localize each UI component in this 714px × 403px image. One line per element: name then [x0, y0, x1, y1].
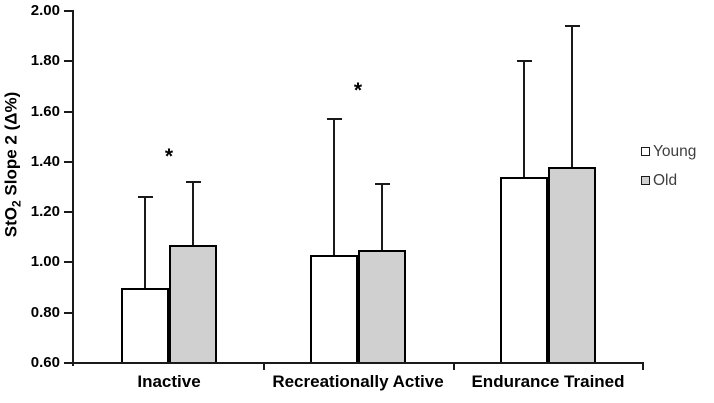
x-category-label-inactive: Inactive — [137, 372, 201, 391]
error-bar-young-recreationally-active — [333, 119, 335, 255]
x-axis-line — [72, 362, 644, 364]
legend-item-old: Old — [641, 171, 696, 190]
x-category-label-recreationally-active: Recreationally Active — [272, 372, 444, 391]
error-bar-old-endurance-trained — [571, 26, 573, 167]
legend-label-old: Old — [653, 171, 678, 189]
error-bar-old-recreationally-active — [381, 184, 383, 250]
x-axis-tick — [263, 364, 265, 370]
error-bar-cap-old-recreationally-active — [374, 183, 390, 186]
y-axis-tick — [64, 311, 73, 314]
bar-young-recreationally-active — [310, 254, 358, 364]
error-bar-cap-young-recreationally-active — [326, 118, 342, 121]
x-category-label-endurance-trained: Endurance Trained — [471, 372, 625, 391]
legend-item-young: Young — [641, 142, 696, 161]
y-tick-label: 1.40 — [30, 152, 60, 170]
legend-marker-old-icon — [641, 176, 650, 185]
y-axis-tick — [64, 261, 73, 264]
bar-young-inactive — [121, 287, 169, 364]
x-axis-tick — [453, 364, 455, 370]
y-axis-tick — [64, 110, 73, 113]
y-tick-label: 0.60 — [30, 354, 60, 371]
y-tick-label: 1.80 — [30, 52, 60, 70]
y-tick-label: 1.60 — [30, 102, 60, 120]
error-bar-cap-old-endurance-trained — [564, 25, 580, 28]
y-tick-label: 2.00 — [30, 2, 60, 19]
error-bar-cap-young-endurance-trained — [516, 60, 532, 63]
y-tick-label: 1.20 — [30, 203, 60, 221]
error-bar-cap-old-inactive — [185, 180, 201, 183]
y-axis-tick — [64, 362, 73, 364]
y-axis-tick — [64, 211, 73, 214]
significance-asterisk: * — [353, 79, 363, 103]
significance-asterisk: * — [164, 144, 174, 168]
y-axis-tick — [64, 60, 73, 63]
bar-young-endurance-trained — [500, 176, 548, 364]
y-axis-tick — [64, 160, 73, 163]
y-axis-tick — [64, 10, 73, 12]
y-tick-label: 0.80 — [30, 303, 60, 321]
bar-old-endurance-trained — [548, 166, 596, 364]
error-bar-old-inactive — [192, 181, 194, 245]
bar-old-inactive — [169, 244, 217, 364]
error-bar-cap-young-inactive — [137, 196, 153, 199]
error-bar-young-endurance-trained — [523, 61, 525, 177]
x-axis-tick — [642, 364, 644, 370]
y-axis-line — [72, 10, 74, 366]
legend: Young Old — [641, 142, 696, 200]
y-tick-label: 1.00 — [30, 253, 60, 271]
error-bar-young-inactive — [144, 197, 146, 288]
bar-old-recreationally-active — [358, 249, 406, 364]
legend-marker-young-icon — [641, 147, 650, 156]
legend-label-young: Young — [653, 142, 697, 160]
